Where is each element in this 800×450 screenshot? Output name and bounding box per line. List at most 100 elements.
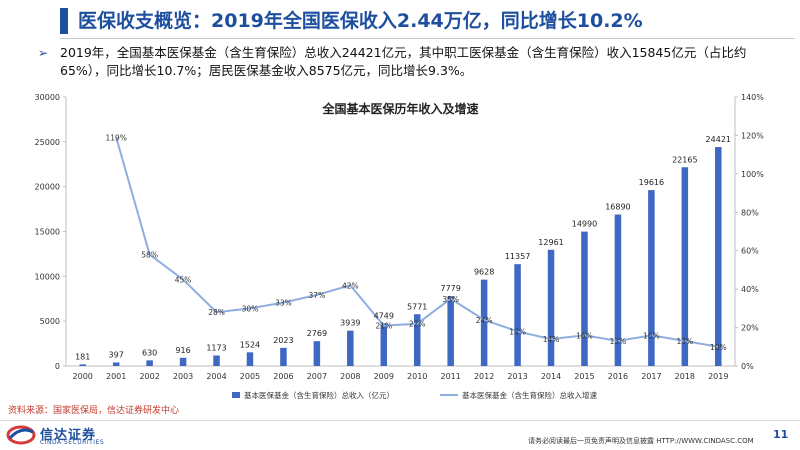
x-tick-label: 2016 [608, 372, 628, 381]
logo-swoosh-icon [6, 425, 36, 445]
right-tick-label: 80% [741, 208, 759, 217]
bar-value-label: 181 [75, 352, 90, 361]
x-tick-label: 2011 [440, 372, 460, 381]
right-tick-label: 20% [741, 324, 759, 333]
bar [179, 357, 187, 366]
x-tick-label: 2019 [708, 372, 728, 381]
bar-value-label: 397 [109, 350, 124, 359]
revenue-growth-chart: 全国基本医保历年收入及增速 0 5000 10000 15000 20000 25000 30… [35, 93, 765, 400]
bar [347, 330, 354, 366]
bar-value-label: 22165 [672, 155, 697, 164]
bar-value-label: 19616 [639, 178, 664, 187]
growth-value-label: 30% [242, 304, 259, 313]
left-tick-label: 0 [55, 362, 60, 371]
bar [112, 362, 120, 366]
page-number: 11 [773, 428, 789, 441]
right-tick-label: 100% [741, 170, 764, 179]
bar-value-label: 11357 [505, 252, 530, 261]
growth-value-label: 58% [141, 251, 158, 260]
title-divider [60, 38, 795, 39]
x-tick-label: 2002 [139, 372, 159, 381]
left-tick-label: 25000 [35, 138, 60, 147]
growth-value-label: 28% [208, 308, 225, 317]
bar-value-label: 4749 [374, 311, 394, 320]
x-tick-label: 2012 [474, 372, 494, 381]
bar [681, 167, 689, 366]
growth-value-label: 13% [676, 337, 693, 346]
left-tick-label: 10000 [35, 272, 60, 281]
bar-value-label: 916 [175, 346, 190, 355]
right-tick-label: 0% [741, 362, 754, 371]
bar-value-label: 630 [142, 348, 157, 357]
legend-bar-swatch [232, 392, 240, 398]
x-tick-label: 2015 [574, 372, 594, 381]
footer-divider [0, 420, 800, 421]
x-tick-label: 2010 [407, 372, 427, 381]
bar [514, 264, 521, 366]
summary-bullet: ➢ 2019年，全国基本医保基金（含生育保险）总收入24421亿元，其中职工医保… [38, 44, 778, 80]
bar-value-label: 14990 [572, 220, 597, 229]
source-note: 资料来源：国家医保局，信达证券研发中心 [8, 406, 180, 416]
growth-value-label: 42% [342, 281, 359, 290]
growth-value-label: 14% [543, 335, 560, 344]
left-tick-label: 15000 [35, 228, 60, 237]
title-accent-bar [60, 8, 68, 34]
bar [213, 355, 220, 366]
bar [280, 347, 287, 366]
growth-value-label: 35% [442, 295, 459, 304]
bar [581, 231, 588, 366]
bar [146, 360, 153, 366]
growth-value-label: 45% [175, 276, 192, 285]
bar [480, 279, 488, 366]
bar-value-label: 9628 [474, 268, 494, 277]
growth-value-label: 16% [643, 331, 660, 340]
bar-value-label: 2023 [273, 336, 293, 345]
bullet-arrow-icon: ➢ [38, 46, 49, 60]
legend-line-label: 基本医保基金（含生育保险）总收入增速 [462, 390, 597, 400]
x-tick-label: 2006 [273, 372, 293, 381]
bar-value-label: 2769 [307, 329, 327, 338]
growth-value-label: 16% [576, 331, 593, 340]
bar [715, 147, 722, 366]
right-tick-label: 120% [741, 131, 764, 140]
logo-name-cn: 信达证券 [40, 428, 97, 443]
bar-value-label: 5771 [407, 302, 427, 311]
chart-title: 全国基本医保历年收入及增速 [321, 101, 478, 116]
bar [380, 323, 388, 366]
logo-name-en: CINDA SECURITIES [40, 439, 105, 446]
disclaimer-text: 请务必阅读最后一页免责声明及信息披露 HTTP://WWW.CINDASC.CO… [528, 437, 754, 445]
bar-value-label: 3939 [340, 319, 360, 328]
growth-value-label: 13% [610, 337, 627, 346]
bar [547, 249, 555, 366]
left-tick-label: 5000 [40, 317, 60, 326]
x-tick-label: 2017 [641, 372, 661, 381]
bar-value-label: 1173 [206, 343, 226, 352]
x-tick-label: 2004 [206, 372, 226, 381]
left-tick-label: 20000 [35, 183, 60, 192]
page-title: 医保收支概览：2019年全国医保收入2.44万亿，同比增长10.2% [78, 10, 643, 32]
growth-value-label: 18% [509, 327, 526, 336]
bar [79, 364, 86, 366]
bar [413, 314, 421, 366]
x-tick-label: 2007 [307, 372, 327, 381]
x-tick-label: 2009 [374, 372, 394, 381]
bar [648, 190, 655, 366]
bar-value-label: 24421 [706, 135, 731, 144]
x-tick-label: 2018 [675, 372, 695, 381]
right-tick-label: 40% [741, 285, 759, 294]
title-bar: 医保收支概览：2019年全国医保收入2.44万亿，同比增长10.2% [0, 0, 800, 40]
company-logo: 信达证券 CINDA SECURITIES [6, 424, 136, 448]
x-tick-label: 2003 [173, 372, 193, 381]
left-tick-label: 30000 [35, 93, 60, 102]
bar-value-label: 1524 [240, 340, 260, 349]
legend-bar-label: 基本医保基金（含生育保险）总收入（亿元） [244, 390, 394, 400]
summary-text: 2019年，全国基本医保基金（含生育保险）总收入24421亿元，其中职工医保基金… [60, 45, 747, 78]
growth-value-label: 22% [409, 320, 426, 329]
x-tick-label: 2008 [340, 372, 360, 381]
x-tick-label: 2000 [73, 372, 93, 381]
x-tick-label: 2001 [106, 372, 126, 381]
growth-value-label: 37% [309, 291, 326, 300]
growth-value-label: 24% [476, 316, 493, 325]
bar-value-label: 7779 [440, 284, 460, 293]
x-tick-label: 2014 [541, 372, 561, 381]
